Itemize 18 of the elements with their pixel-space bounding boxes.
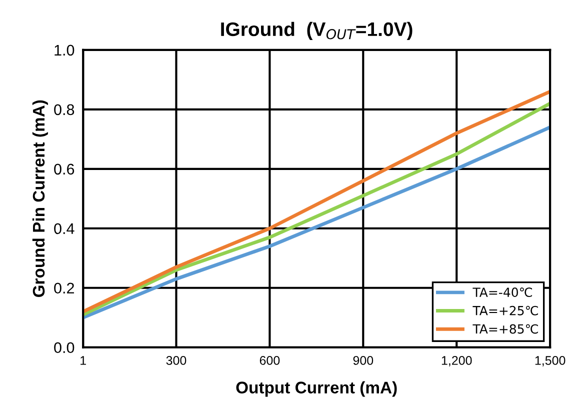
x-tick-label: 600	[260, 356, 280, 365]
y-tick-label: 0.0	[54, 342, 74, 354]
y-axis-title: Ground Pin Current (mA)	[32, 100, 48, 298]
x-tick-label: 900	[353, 356, 374, 365]
y-tick-label: 1.0	[54, 44, 74, 56]
y-tick-label: 0.2	[54, 282, 74, 294]
y-tick-label: 0.6	[54, 164, 74, 175]
chart-title: IGround (V$_{OUT}$=1.0V)	[221, 22, 412, 40]
x-tick-label: 1,200	[442, 356, 472, 366]
legend-label: TA=+85℃	[472, 324, 538, 334]
x-tick-label: 1,500	[535, 356, 566, 366]
x-tick-label: 300	[166, 356, 186, 365]
x-axis-title: Output Current (mA)	[236, 381, 397, 397]
y-tick-label: 0.8	[54, 104, 74, 116]
legend-label: TA=-40℃	[472, 288, 532, 297]
legend-label: TA=+25℃	[472, 306, 538, 316]
y-tick-label: 0.4	[54, 223, 74, 234]
x-tick-label: 1	[80, 356, 86, 365]
